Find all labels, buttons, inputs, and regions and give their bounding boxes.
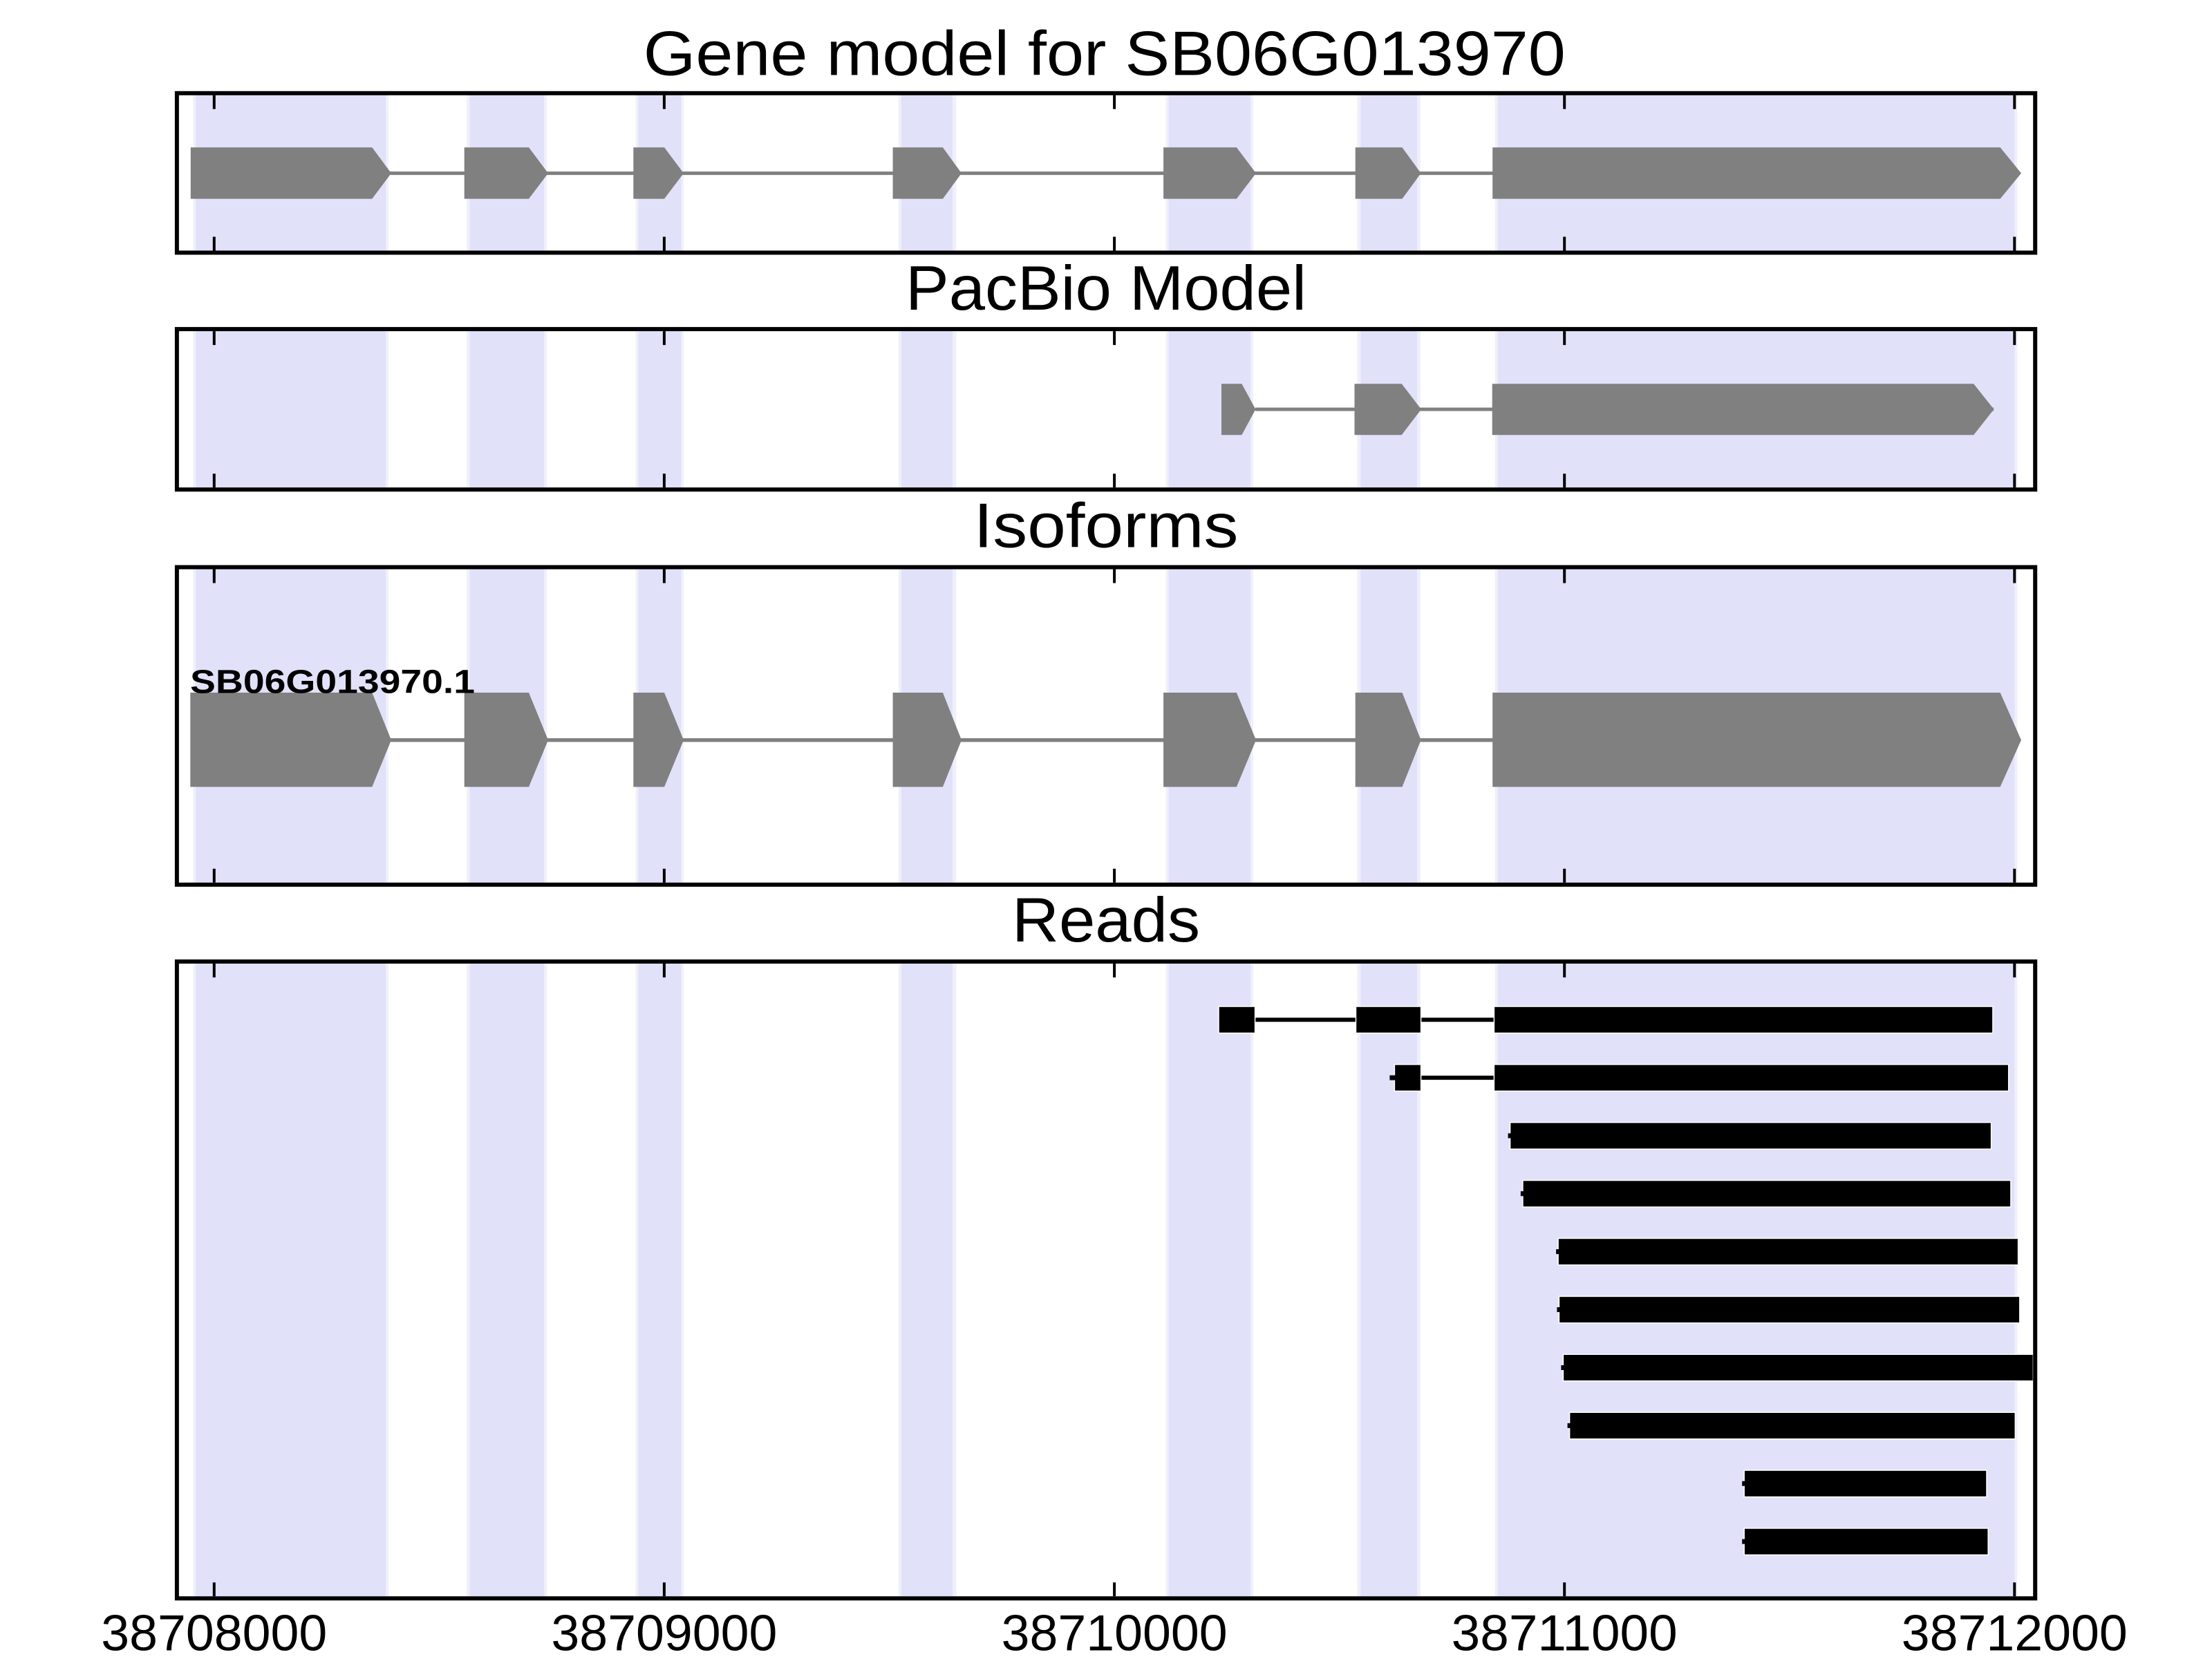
- svg-text:38711000: 38711000: [1452, 1606, 1678, 1659]
- svg-text:Gene model for SB06G013970: Gene model for SB06G013970: [644, 19, 1566, 89]
- svg-text:Isoforms: Isoforms: [974, 491, 1239, 561]
- svg-text:38712000: 38712000: [1902, 1606, 2128, 1659]
- svg-text:Reads: Reads: [1012, 885, 1200, 955]
- svg-text:SB06G013970.1: SB06G013970.1: [190, 664, 475, 701]
- svg-text:38710000: 38710000: [1002, 1606, 1228, 1659]
- svg-text:38708000: 38708000: [101, 1606, 327, 1659]
- svg-text:38709000: 38709000: [551, 1606, 777, 1659]
- svg-text:PacBio Model: PacBio Model: [906, 254, 1306, 324]
